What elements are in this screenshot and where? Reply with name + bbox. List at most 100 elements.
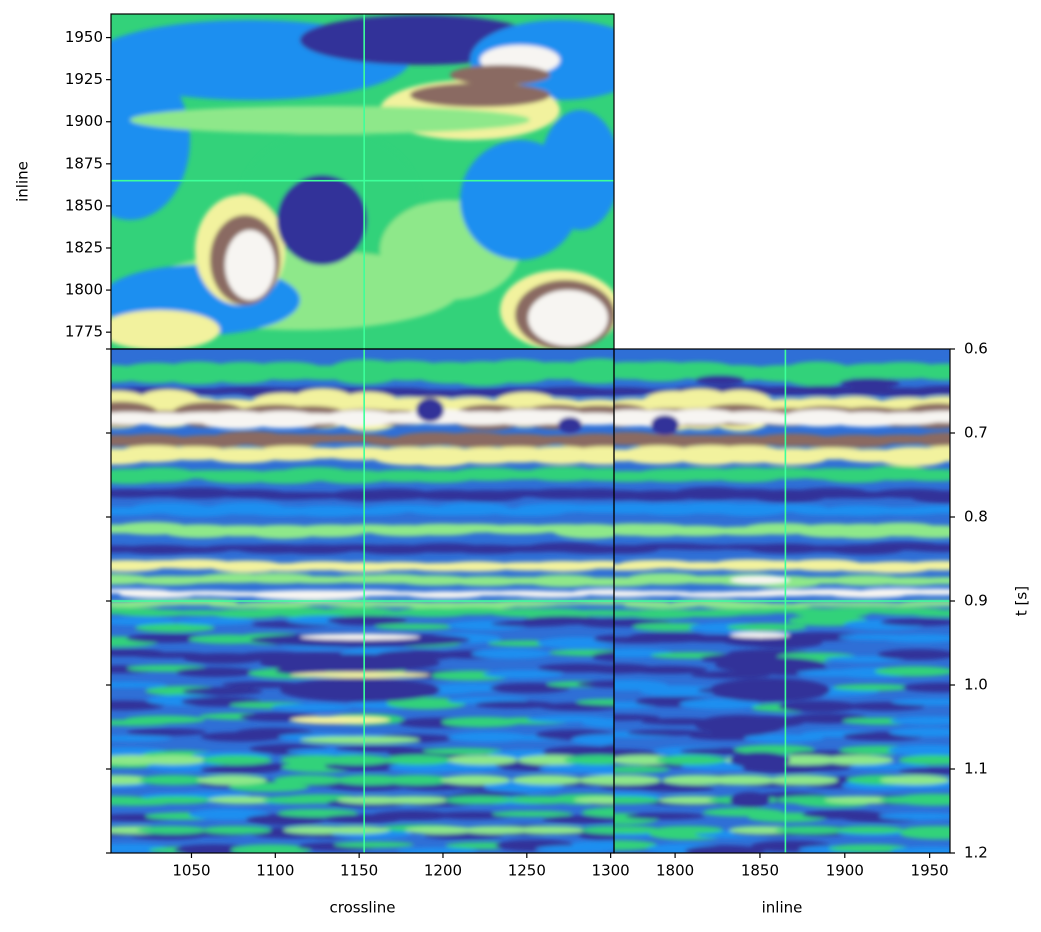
texture-blob (300, 736, 420, 744)
texture-blob (121, 467, 198, 483)
texture-blob (880, 775, 950, 785)
texture-blob (542, 815, 614, 824)
texture-blob (627, 729, 708, 736)
texture-blob (614, 775, 661, 785)
texture-blob (658, 525, 735, 537)
x-tick-label: 1200 (424, 862, 462, 880)
texture-blob (695, 375, 745, 385)
texture-blob (564, 504, 614, 514)
texture-blob (492, 810, 573, 817)
texture-blob (658, 796, 729, 804)
texture-blob (874, 666, 950, 677)
texture-blob (911, 385, 950, 395)
texture-blob (715, 657, 825, 673)
texture-blob (634, 784, 715, 792)
texture-blob (333, 841, 414, 848)
texture-blob (327, 615, 408, 626)
texture-blob (889, 727, 950, 737)
y-axis-label: inline (14, 161, 32, 202)
texture-blob (572, 588, 614, 596)
texture-blob (679, 698, 760, 710)
texture-blob (898, 767, 950, 775)
texture-blob (438, 561, 515, 572)
texture-blob (201, 826, 272, 834)
y-tick-label: 1950 (65, 28, 103, 46)
y-axis-label: t [s] (1013, 586, 1031, 616)
texture-blob (262, 796, 333, 804)
texture-blob (260, 654, 440, 672)
texture-blob (563, 755, 614, 765)
y-tick-label: 1.0 (964, 676, 988, 694)
texture-blob (221, 681, 302, 688)
x-tick-label: 1900 (826, 862, 864, 880)
texture-blob (355, 488, 432, 500)
texture-blob (824, 796, 895, 804)
texture-blob (381, 775, 452, 785)
y-tick-label: 0.6 (964, 340, 988, 358)
texture-blob (695, 715, 785, 735)
texture-blob (593, 634, 614, 644)
texture-blob (578, 775, 614, 785)
texture-blob (877, 649, 950, 661)
texture-blob (898, 588, 950, 596)
texture-blob (566, 446, 614, 465)
texture-blob (471, 648, 552, 659)
texture-blob (111, 796, 152, 804)
texture-blob (175, 667, 256, 678)
texture-blob (558, 488, 614, 500)
texture-blob (320, 755, 391, 765)
texture-blob (540, 110, 614, 230)
y-tick-label: 1.1 (964, 760, 988, 778)
texture-blob (908, 577, 950, 585)
texture-blob (902, 826, 950, 834)
texture-blob (490, 682, 571, 694)
texture-blob (528, 290, 608, 346)
y-tick-label: 0.9 (964, 592, 988, 610)
texture-blob (114, 433, 191, 449)
texture-blob (137, 826, 208, 834)
texture-blob (573, 796, 614, 804)
texture-blob (322, 410, 399, 427)
texture-blob (880, 618, 950, 627)
texture-blob (730, 752, 790, 768)
texture-blob (878, 812, 950, 820)
texture-blob (410, 83, 550, 107)
texture-blob (912, 432, 950, 447)
texture-blob (250, 590, 370, 600)
texture-blob (564, 560, 614, 569)
texture-blob (511, 775, 582, 785)
texture-blob (577, 680, 614, 688)
texture-blob (614, 714, 661, 721)
texture-blob (584, 767, 614, 776)
texture-blob (617, 590, 694, 596)
texture-blob (431, 683, 512, 693)
texture-blob (445, 796, 516, 804)
texture-blob (896, 469, 950, 482)
texture-blob (290, 672, 430, 678)
texture-blob (887, 744, 950, 756)
texture-blob (904, 505, 950, 514)
texture-blob (111, 617, 178, 626)
y-tick-label: 0.7 (964, 424, 988, 442)
texture-blob (513, 591, 590, 598)
image-texture (111, 15, 614, 349)
texture-blob (582, 664, 614, 674)
x-tick-label: 1800 (656, 862, 694, 880)
texture-blob (904, 543, 950, 552)
texture-blob (201, 755, 272, 765)
texture-blob (656, 755, 727, 765)
texture-blob (899, 600, 950, 607)
image-texture (614, 361, 950, 853)
x-axis-label: crossline (330, 899, 396, 917)
texture-blob (591, 651, 614, 662)
texture-blob (124, 715, 205, 724)
texture-blob (383, 755, 454, 765)
y-tick-label: 1850 (65, 196, 103, 214)
texture-blob (207, 796, 278, 804)
texture-blob (684, 845, 765, 853)
x-tick-label: 1300 (592, 862, 630, 880)
texture-blob (142, 796, 213, 804)
texture-blob (334, 745, 415, 752)
texture-blob (908, 609, 950, 617)
texture-blob (561, 358, 614, 384)
